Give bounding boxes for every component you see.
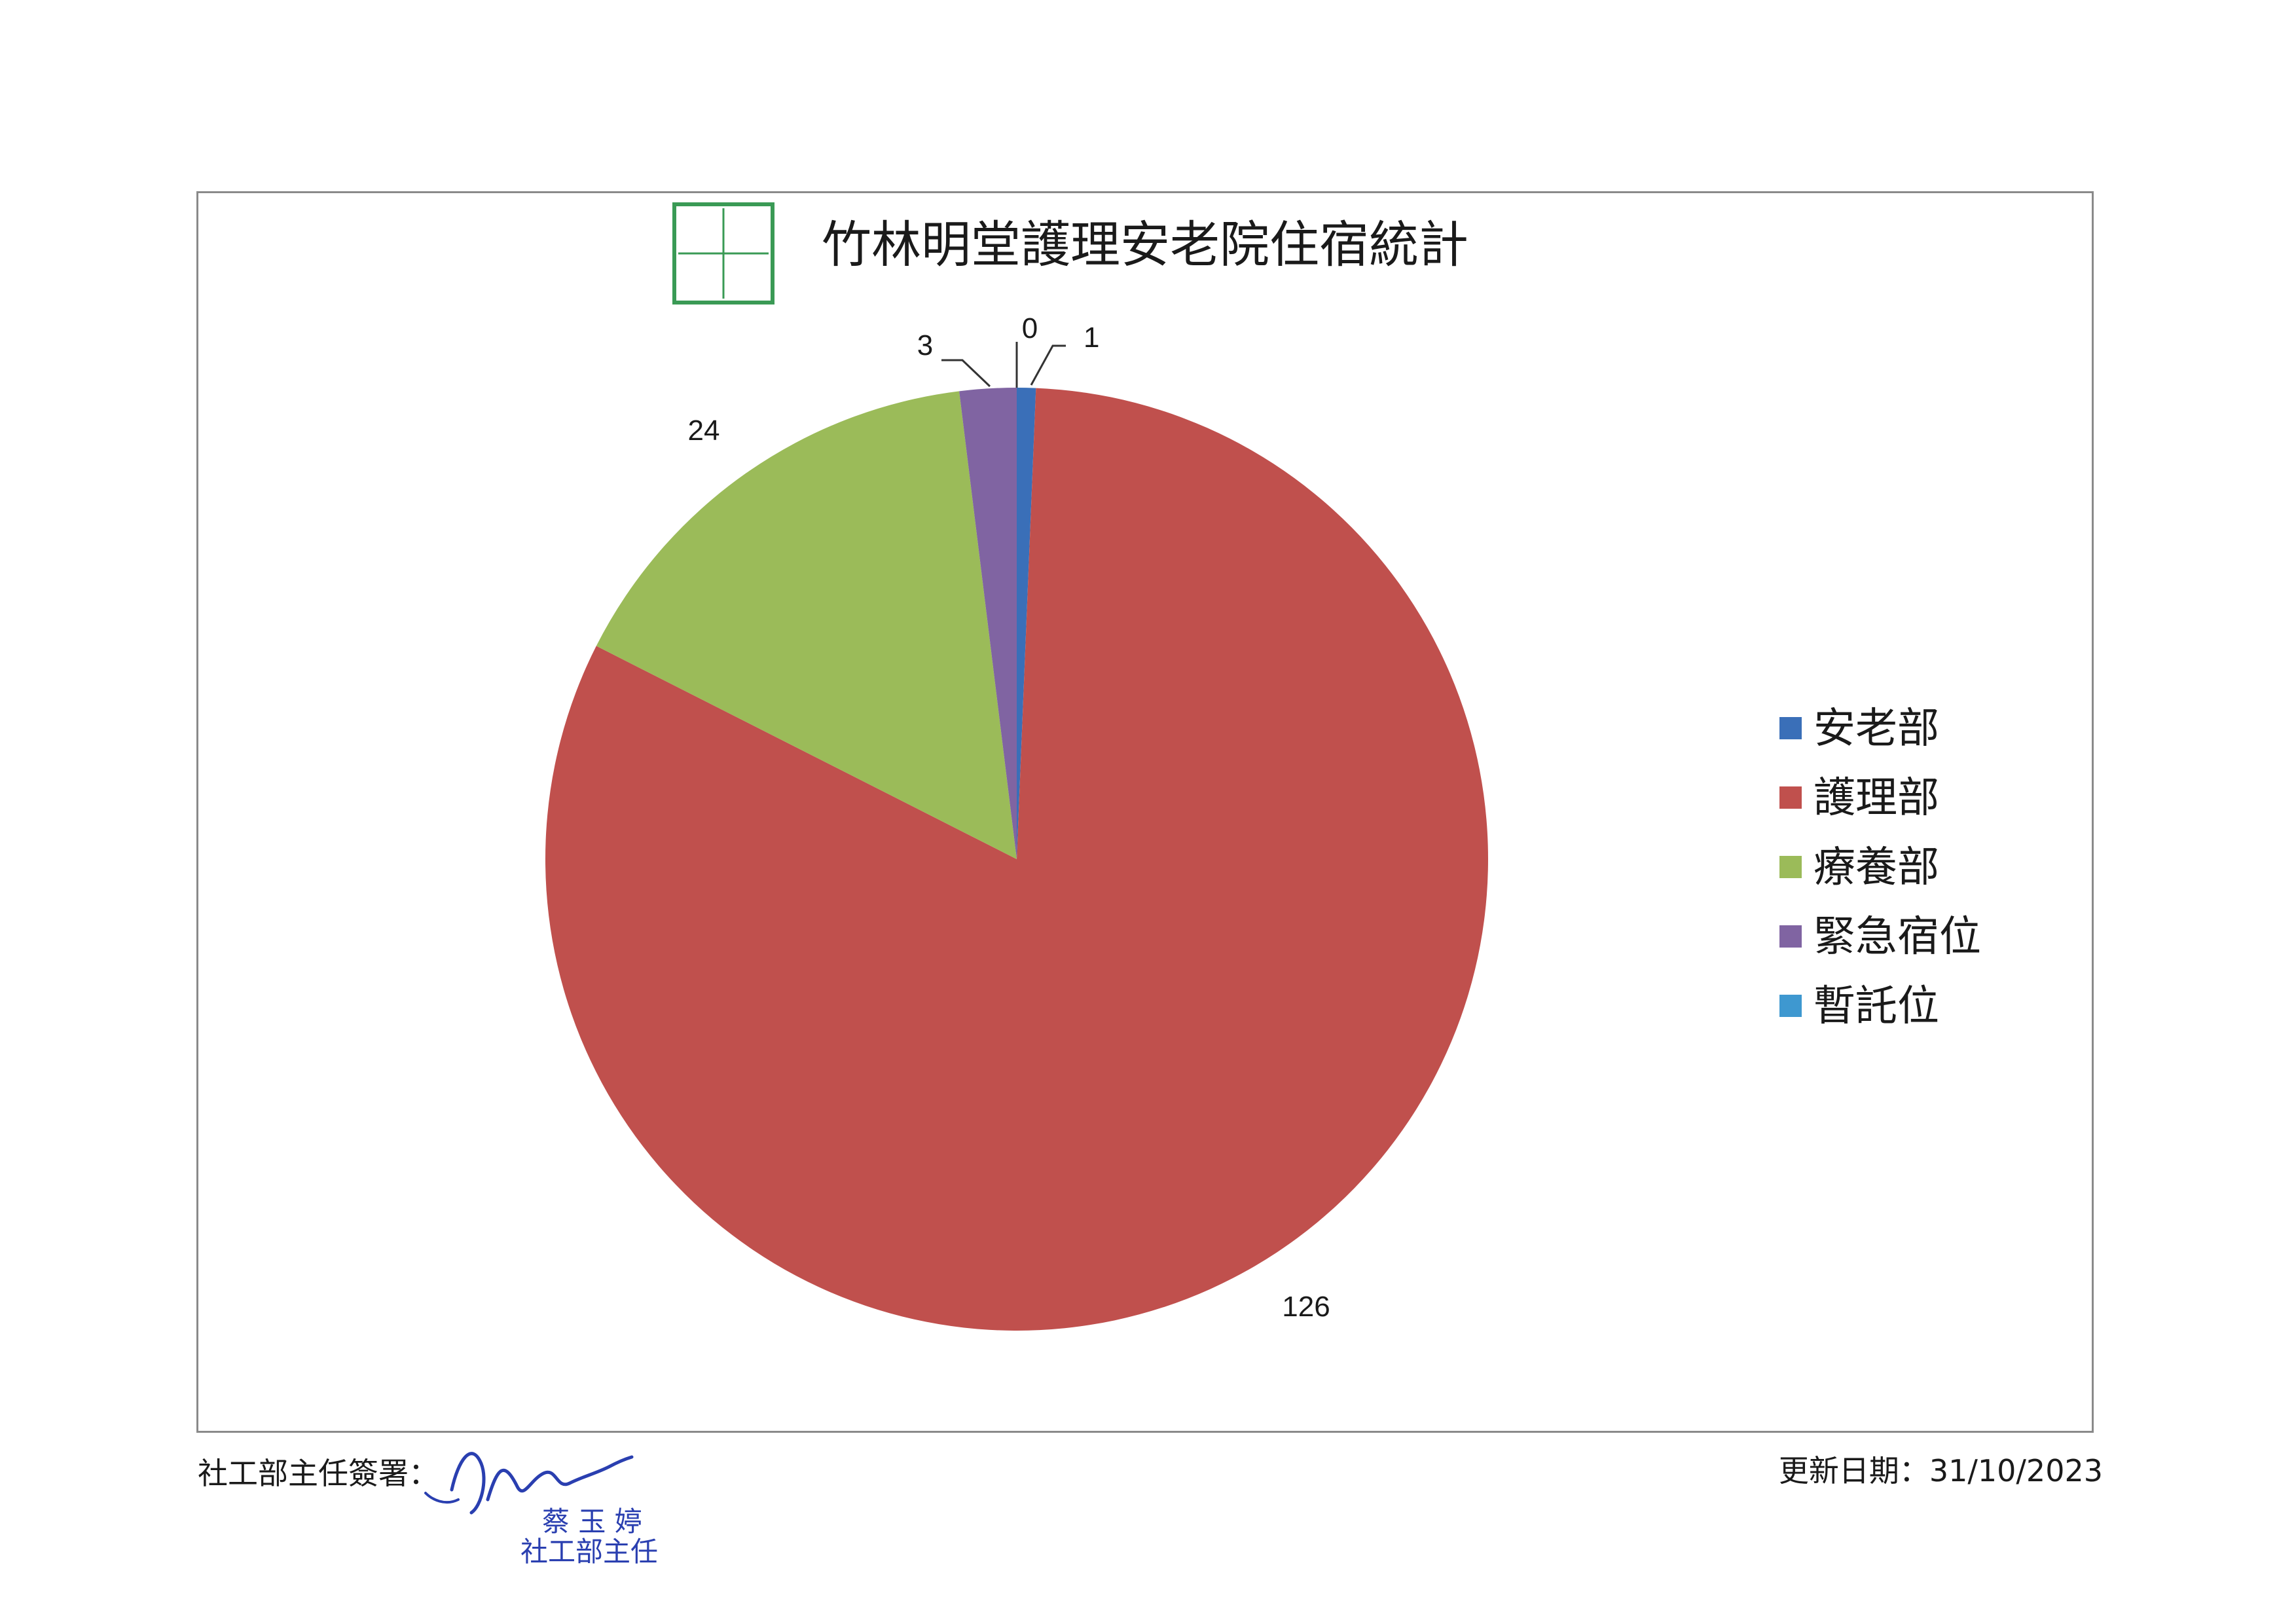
pie-chart (545, 388, 1489, 1331)
legend-swatch-4 (1779, 925, 1802, 948)
legend-label-1: 安老部 (1813, 705, 1939, 753)
leader-line-1 (1030, 344, 1066, 386)
data-label-2: 126 (1282, 1291, 1330, 1323)
legend-swatch-2 (1779, 786, 1802, 809)
data-label-4: 3 (917, 329, 933, 361)
data-label-3: 24 (688, 415, 720, 447)
pie-slice-1 (1017, 388, 1036, 859)
legend-label-3: 療養部 (1813, 843, 1939, 892)
data-label-5: 0 (1022, 312, 1038, 344)
signer-title: 社工部主任 (520, 1536, 658, 1568)
leader-line-4 (941, 359, 991, 388)
pie-slice-2 (545, 388, 1489, 1331)
legend-swatch-1 (1779, 717, 1802, 739)
pie-slice-3 (596, 391, 1017, 859)
chart-title: 竹林明堂護理安老院住宿統計 (822, 215, 1468, 274)
signature-label: 社工部主任簽署： (198, 1456, 439, 1491)
pie-slice-4 (959, 388, 1017, 859)
legend-swatch-3 (1779, 856, 1802, 878)
legend-swatch-5 (1779, 995, 1802, 1017)
data-labels: 1 126 24 3 0 (688, 312, 1330, 1323)
update-date: 更新日期：31/10/2023 (1779, 1453, 2103, 1488)
signer-name: 蔡 玉 婷 (542, 1505, 642, 1538)
data-label-1: 1 (1084, 322, 1099, 354)
legend-label-5: 暫託位 (1813, 982, 1939, 1031)
legend-label-2: 護理部 (1813, 774, 1939, 822)
seal-logo (672, 202, 774, 304)
handwritten-signature (424, 1452, 634, 1515)
legend-label-4: 緊急宿位 (1813, 913, 1981, 961)
